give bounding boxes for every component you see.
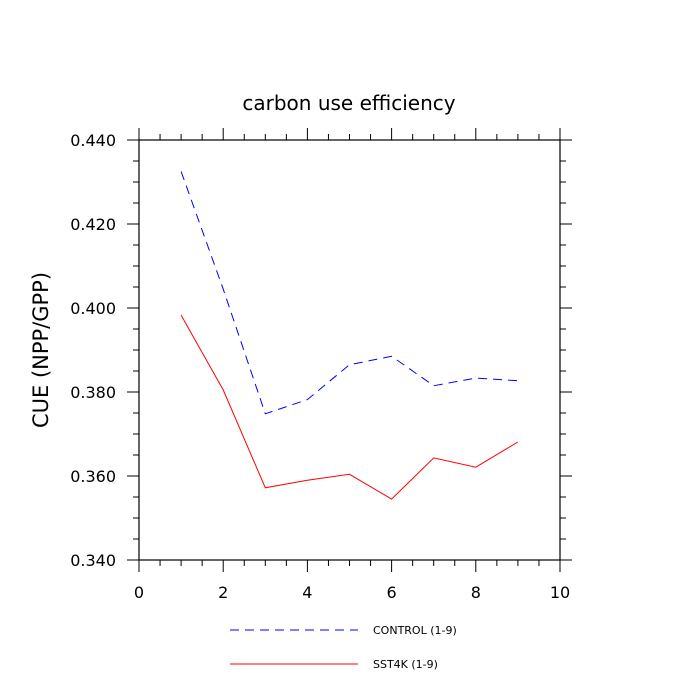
legend: CONTROL (1-9) SST4K (1-9) [230, 624, 457, 671]
y-tick-label: 0.360 [70, 467, 116, 486]
series-line-control [180, 171, 518, 415]
y-axis-ticks: 0.340 0.360 0.380 0.400 0.420 0.440 [70, 131, 572, 570]
y-tick-label: 0.380 [70, 383, 116, 402]
x-tick-label: 2 [218, 583, 228, 602]
y-axis-label: CUE (NPP/GPP) [29, 272, 53, 428]
y-tick-label: 0.420 [70, 215, 116, 234]
x-axis-ticks: 0 2 4 6 8 10 [134, 128, 570, 602]
x-tick-label: 10 [550, 583, 570, 602]
series-lines [180, 171, 519, 500]
x-tick-label: 4 [302, 583, 312, 602]
plot-frame [138, 139, 561, 561]
legend-label-sst4k: SST4K (1-9) [373, 658, 438, 671]
chart-title: carbon use efficiency [242, 91, 455, 115]
y-tick-label: 0.400 [70, 299, 116, 318]
y-tick-label: 0.440 [70, 131, 116, 150]
series-line-sst4k [180, 314, 519, 500]
plot-border [138, 139, 561, 561]
x-tick-label: 6 [387, 583, 397, 602]
y-tick-label: 0.340 [70, 551, 116, 570]
x-tick-label: 8 [471, 583, 481, 602]
legend-label-control: CONTROL (1-9) [373, 624, 457, 637]
x-tick-label: 0 [134, 583, 144, 602]
